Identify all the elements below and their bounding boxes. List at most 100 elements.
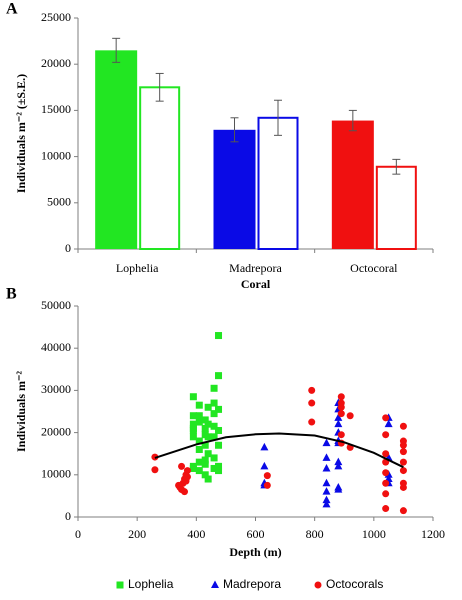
x-tick-label: 200 bbox=[128, 527, 146, 541]
point bbox=[346, 412, 354, 420]
x-axis-label: Coral bbox=[241, 277, 271, 291]
point bbox=[260, 442, 269, 451]
error-bar bbox=[112, 37, 121, 63]
x-tick-label: 1000 bbox=[362, 527, 386, 541]
point bbox=[201, 456, 209, 464]
bar bbox=[375, 165, 417, 251]
point bbox=[308, 418, 316, 426]
y-tick-label: 50000 bbox=[41, 298, 71, 312]
point bbox=[382, 450, 390, 458]
error-bar bbox=[230, 117, 239, 143]
point bbox=[195, 445, 203, 453]
y-tick-label: 30000 bbox=[41, 382, 71, 396]
point bbox=[399, 422, 407, 430]
point bbox=[189, 420, 197, 428]
point bbox=[210, 464, 218, 472]
point bbox=[183, 467, 191, 475]
panel-label: B bbox=[6, 286, 17, 303]
y-tick-label: 20000 bbox=[41, 56, 71, 70]
point bbox=[337, 403, 345, 411]
point bbox=[334, 457, 343, 466]
y-axis-label: Individuals m⁻² (±S.E.) bbox=[14, 74, 28, 193]
legend-label: Lophelia bbox=[128, 577, 174, 591]
point bbox=[337, 410, 345, 418]
point bbox=[183, 473, 191, 481]
point bbox=[334, 419, 343, 428]
x-axis-label: Depth (m) bbox=[229, 545, 281, 559]
point bbox=[189, 433, 197, 441]
error-bar bbox=[392, 158, 401, 175]
point bbox=[204, 420, 212, 428]
legend-marker bbox=[211, 580, 219, 588]
legend-marker bbox=[116, 581, 124, 589]
y-tick-label: 10000 bbox=[41, 467, 71, 481]
point bbox=[399, 507, 407, 515]
point bbox=[337, 431, 345, 439]
point bbox=[189, 464, 197, 472]
point bbox=[260, 461, 269, 470]
point bbox=[334, 485, 343, 493]
point bbox=[399, 448, 407, 456]
x-tick-label: 0 bbox=[75, 527, 81, 541]
point bbox=[322, 438, 331, 447]
point bbox=[382, 505, 390, 513]
point bbox=[322, 463, 331, 472]
point bbox=[195, 437, 203, 445]
point bbox=[204, 433, 212, 441]
point bbox=[195, 458, 203, 466]
y-tick-label: 25000 bbox=[41, 10, 71, 24]
point bbox=[334, 413, 343, 421]
point bbox=[215, 462, 223, 470]
point bbox=[384, 419, 393, 428]
point bbox=[322, 495, 331, 504]
bar bbox=[331, 120, 374, 250]
point bbox=[201, 424, 209, 432]
point bbox=[204, 403, 212, 411]
legend-marker bbox=[314, 581, 322, 589]
error-bar bbox=[274, 99, 282, 136]
point bbox=[201, 460, 209, 468]
point bbox=[263, 481, 271, 489]
x-tick-label: 600 bbox=[247, 527, 265, 541]
point bbox=[322, 453, 331, 461]
point bbox=[201, 441, 209, 449]
y-tick-label: 10000 bbox=[41, 148, 71, 162]
x-tick-label: Lophelia bbox=[116, 261, 159, 275]
point bbox=[263, 472, 271, 480]
point bbox=[195, 401, 203, 409]
point bbox=[308, 399, 316, 407]
point bbox=[215, 426, 223, 434]
point bbox=[210, 410, 218, 418]
point bbox=[178, 462, 186, 470]
point bbox=[337, 393, 345, 401]
bar bbox=[257, 116, 299, 250]
point bbox=[204, 475, 212, 483]
x-tick-label: 1200 bbox=[421, 527, 445, 541]
error-bar bbox=[348, 109, 357, 132]
x-tick-label: 800 bbox=[306, 527, 324, 541]
point bbox=[399, 458, 407, 466]
point bbox=[382, 469, 390, 477]
point bbox=[151, 466, 159, 474]
point bbox=[189, 424, 197, 432]
x-tick-label: Madrepora bbox=[229, 261, 282, 275]
point bbox=[215, 332, 223, 340]
panel-label: A bbox=[6, 1, 18, 18]
point bbox=[382, 431, 390, 439]
point bbox=[334, 461, 343, 470]
trend-line bbox=[154, 432, 404, 469]
point bbox=[195, 412, 203, 420]
point bbox=[399, 441, 407, 449]
legend-label: Madrepora bbox=[223, 577, 281, 591]
x-tick-label: Octocoral bbox=[350, 261, 398, 275]
point bbox=[382, 414, 390, 422]
point bbox=[215, 467, 223, 475]
point bbox=[195, 418, 203, 426]
point bbox=[201, 416, 209, 424]
point bbox=[195, 467, 203, 475]
point bbox=[382, 490, 390, 498]
error-bar bbox=[155, 72, 164, 102]
point bbox=[215, 405, 223, 413]
